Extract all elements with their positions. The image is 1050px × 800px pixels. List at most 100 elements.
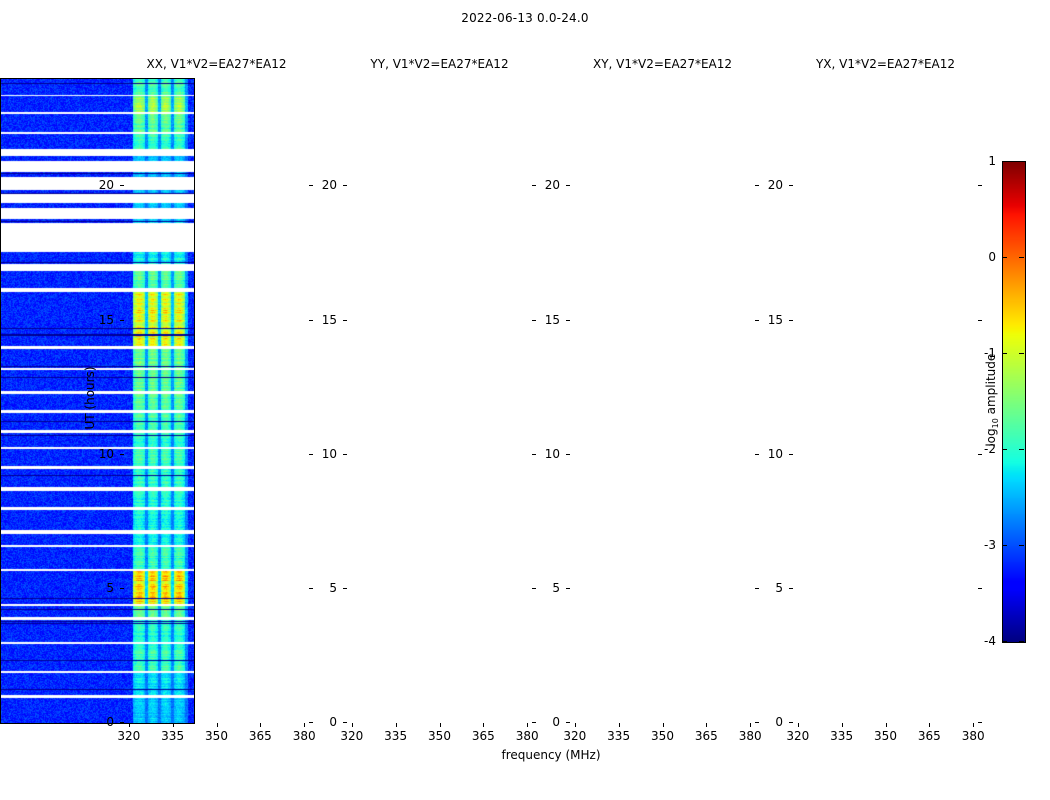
colorbar-tickmark <box>1002 641 1007 642</box>
x-tickmark <box>128 723 130 727</box>
x-tick-335: 335 <box>830 729 854 743</box>
y-tickmark <box>343 587 347 589</box>
x-tickmark <box>618 723 620 727</box>
y-tickmark <box>309 453 313 455</box>
y-tick-5: 5 <box>552 580 560 595</box>
y-tick-15: 15 <box>98 312 114 327</box>
y-tick-5: 5 <box>775 580 783 595</box>
y-tick-20: 20 <box>767 178 783 193</box>
y-tick-0: 0 <box>552 715 560 729</box>
colorbar-ticklabels: -4 -3 -2 -1 0 1 <box>968 154 996 648</box>
y-tick-10: 10 <box>544 446 560 461</box>
y-tickmark <box>532 722 536 723</box>
y-tickmark <box>789 185 793 187</box>
heatmap-panel-yx[interactable] <box>0 78 195 724</box>
y-tick-0: 0 <box>775 715 783 729</box>
y-tick-10: 10 <box>321 446 337 461</box>
x-tickmark <box>662 723 664 727</box>
panel-title-yy: YY, V1*V2=EA27*EA12 <box>370 57 509 71</box>
x-tick-365: 365 <box>694 729 718 743</box>
y-tickmark <box>532 587 536 589</box>
x-tick-380: 380 <box>515 729 539 743</box>
y-tickmark <box>343 453 347 455</box>
y-tickmark <box>120 319 124 321</box>
y-axis-ticklabels-yy: 0 5 10 15 20 <box>303 78 337 729</box>
colorbar-label-text: log10 amplitude <box>983 353 1001 447</box>
x-tickmark <box>750 723 752 727</box>
x-tick-365: 365 <box>917 729 941 743</box>
colorbar-tickmark <box>1019 641 1024 642</box>
x-tick-320: 320 <box>563 729 587 743</box>
y-tickmark <box>789 319 793 321</box>
y-tickmark <box>309 185 313 187</box>
colorbar-tickmark <box>1002 257 1007 258</box>
y-tickmark <box>755 587 759 589</box>
x-tick-350: 350 <box>205 729 228 743</box>
colorbar-tickmark <box>1019 353 1024 354</box>
x-tickmark <box>706 723 708 727</box>
y-tickmark <box>566 587 570 589</box>
x-tickmark <box>885 723 887 727</box>
y-tickmark <box>309 319 313 321</box>
y-tickmark <box>532 453 536 455</box>
x-tickmark <box>351 723 353 727</box>
x-axis-ticklabels-xx: 320 335 350 365 380 <box>117 729 316 745</box>
colorbar-tickmark <box>1002 161 1007 162</box>
x-tick-380: 380 <box>961 729 985 743</box>
y-tick-0: 0 <box>329 715 337 729</box>
y-tickmark <box>755 185 759 187</box>
panel-title-yx: YX, V1*V2=EA27*EA12 <box>815 57 956 71</box>
y-tickmark <box>343 319 347 321</box>
x-tickmark <box>395 723 397 727</box>
y-tickmark <box>789 453 793 455</box>
x-tick-380: 380 <box>292 729 316 743</box>
x-tickmark <box>216 723 218 727</box>
x-tickmark <box>574 723 576 727</box>
x-tick-350: 350 <box>651 729 674 743</box>
y-axis-ticklabels-yx: 0 5 10 15 20 <box>749 78 783 729</box>
y-tickmark <box>789 722 793 723</box>
colorbar-tickmark <box>1019 257 1024 258</box>
y-tickmark <box>532 319 536 321</box>
x-axis-ticklabels-yx: 320 335 350 365 380 <box>786 729 985 745</box>
y-tickmark <box>309 587 313 589</box>
x-tickmark <box>929 723 931 727</box>
x-tickmark <box>304 723 306 727</box>
y-tickmark <box>343 185 347 187</box>
x-tick-350: 350 <box>874 729 897 743</box>
y-tick-10: 10 <box>98 446 114 461</box>
y-axis-ticklabels-xy: 0 5 10 15 20 <box>526 78 560 729</box>
y-tickmark <box>566 722 570 723</box>
y-tickmark <box>978 722 982 723</box>
figure-suptitle: 2022-06-13 0.0-24.0 <box>461 11 589 25</box>
y-tickmark <box>120 722 124 723</box>
y-tickmark <box>309 722 313 723</box>
colorbar-tickmark <box>1002 449 1007 450</box>
y-tickmark <box>566 319 570 321</box>
y-axis-ticklabels-xx: 0 5 10 15 20 <box>80 78 114 729</box>
y-tickmark <box>566 453 570 455</box>
x-axis-ticklabels-yy: 320 335 350 365 380 <box>340 729 539 745</box>
colorbar-tickmark <box>1002 353 1007 354</box>
y-tickmark <box>978 319 982 321</box>
x-tick-320: 320 <box>117 729 141 743</box>
heatmap-image-yx <box>1 79 194 723</box>
x-tickmark <box>260 723 262 727</box>
x-tick-320: 320 <box>786 729 810 743</box>
y-tickmark <box>755 722 759 723</box>
colorbar-label: log10 amplitude <box>984 330 1000 470</box>
colorbar[interactable] <box>1002 161 1026 643</box>
y-tickmark <box>755 453 759 455</box>
y-tick-20: 20 <box>321 178 337 193</box>
colorbar-tickmark <box>1002 545 1007 546</box>
y-tickmark <box>566 185 570 187</box>
y-tickmark <box>120 453 124 455</box>
y-tickmark <box>978 185 982 187</box>
x-tick-365: 365 <box>471 729 495 743</box>
x-tickmark <box>841 723 843 727</box>
y-tickmark <box>532 185 536 187</box>
colorbar-tickmark <box>1019 449 1024 450</box>
y-axis-label: UT (hours) <box>83 366 97 430</box>
x-tickmark <box>797 723 799 727</box>
